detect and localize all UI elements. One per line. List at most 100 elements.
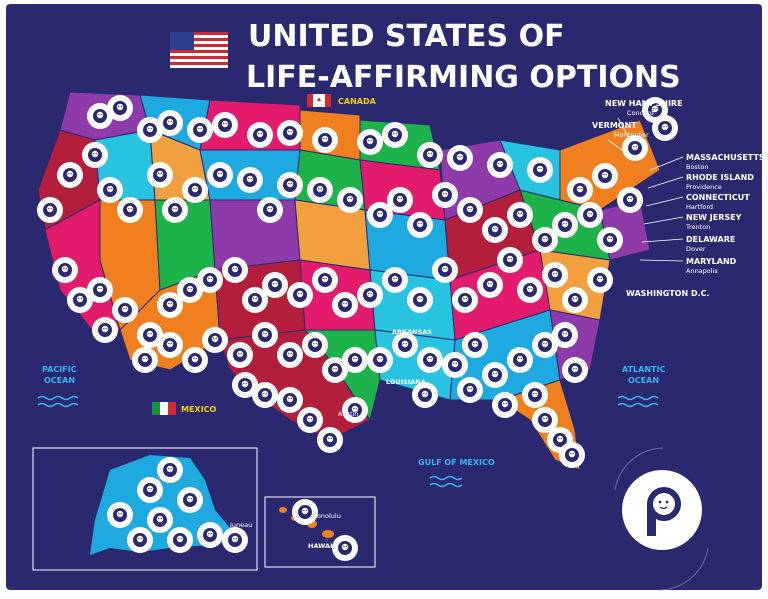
capital-label: Boston: [686, 163, 708, 171]
leader-line: [643, 216, 684, 225]
baby-face-pin-icon: [562, 287, 588, 313]
baby-face-pin-icon: [57, 162, 83, 188]
baby-face-pin-icon: [222, 257, 248, 283]
baby-face-pin-icon: [107, 502, 133, 528]
canada-label: CANADA: [338, 97, 377, 106]
baby-face-pin-icon: [567, 177, 593, 203]
baby-face-pin-icon: [312, 127, 338, 153]
baby-face-pin-icon: [247, 122, 273, 148]
baby-face-pin-icon: [332, 535, 358, 561]
mexico-flag-icon: [152, 402, 176, 415]
atlantic-ocean-label-1: ATLANTIC: [622, 365, 665, 374]
title-line-2: LIFE-AFFIRMING OPTIONS: [246, 60, 681, 95]
baby-face-pin-icon: [357, 282, 383, 308]
arkansas-label: ARKANSAS: [392, 328, 432, 336]
gulf-of-mexico-label: GULF OF MEXICO: [418, 458, 495, 467]
baby-face-pin-icon: [107, 95, 133, 121]
baby-face-pin-icon: [252, 382, 278, 408]
louisiana-label: LOUISIANA: [386, 378, 426, 386]
baby-face-pin-icon: [357, 129, 383, 155]
leader-line: [639, 259, 684, 262]
baby-face-pin-icon: [407, 212, 433, 238]
us-flag-icon: [170, 32, 228, 68]
baby-face-pin-icon: [487, 152, 513, 178]
leader-line: [641, 238, 684, 243]
baby-face-pin-icon: [482, 362, 508, 388]
baby-face-pin-icon: [97, 177, 123, 203]
mexico-label: MEXICO: [181, 405, 216, 414]
baby-face-pin-icon: [417, 142, 443, 168]
state-label: VERMONT: [592, 121, 637, 130]
baby-face-pin-icon: [522, 382, 548, 408]
baby-face-logo-icon: [622, 470, 702, 550]
state-label: NEW JERSEY: [686, 213, 742, 222]
baby-face-pin-icon: [222, 527, 248, 553]
capital-label: Trenton: [685, 223, 710, 231]
baby-face-pin-icon: [527, 157, 553, 183]
baby-face-pin-icon: [277, 387, 303, 413]
baby-face-pin-icon: [157, 332, 183, 358]
baby-face-pin-icon: [382, 122, 408, 148]
baby-face-pin-icon: [592, 163, 618, 189]
baby-face-pin-icon: [112, 297, 138, 323]
baby-face-pin-icon: [462, 332, 488, 358]
baby-face-pin-icon: [297, 407, 323, 433]
baby-face-pin-icon: [302, 332, 328, 358]
baby-face-pin-icon: [287, 282, 313, 308]
baby-face-pin-icon: [162, 197, 188, 223]
baby-face-pin-icon: [147, 162, 173, 188]
baby-face-pin-icon: [507, 347, 533, 373]
baby-face-pin-icon: [312, 267, 338, 293]
baby-face-pin-icon: [332, 292, 358, 318]
baby-face-pin-icon: [517, 277, 543, 303]
baby-face-pin-icon: [207, 162, 233, 188]
baby-face-pin-icon: [387, 187, 413, 213]
hawaii-inset-frame: [264, 496, 376, 568]
baby-face-pin-icon: [177, 487, 203, 513]
ocean-waves: [37, 395, 659, 488]
baby-face-pin-icon: [447, 145, 473, 171]
baby-face-pin-icon: [237, 167, 263, 193]
title-line-1: UNITED STATES OF: [248, 19, 565, 54]
baby-face-pin-icon: [492, 392, 518, 418]
baby-face-pin-icon: [562, 357, 588, 383]
leader-line: [649, 156, 684, 171]
baby-face-pin-icon: [197, 267, 223, 293]
state-region: [294, 199, 371, 271]
baby-face-pin-icon: [167, 527, 193, 553]
hawaii-label: HAWAII: [308, 542, 335, 550]
baby-face-pin-icon: [432, 182, 458, 208]
baby-face-pin-icon: [197, 522, 223, 548]
baby-face-pin-icon: [482, 217, 508, 243]
baby-face-pin-icon: [507, 202, 533, 228]
baby-face-pin-icon: [417, 347, 443, 373]
baby-face-pin-icon: [367, 347, 393, 373]
baby-face-pin-icon: [587, 267, 613, 293]
baby-face-pin-icon: [552, 212, 578, 238]
baby-face-pin-icon: [202, 327, 228, 353]
canada-flag-icon: [307, 94, 331, 107]
baby-face-pin-icon: [252, 322, 278, 348]
honolulu-label: Honolulu: [312, 512, 341, 520]
baby-face-pin-icon: [577, 202, 603, 228]
pacific-ocean-label-2: OCEAN: [44, 376, 75, 385]
capital-label: Montpelier: [614, 131, 649, 139]
baby-face-pin-icon: [559, 442, 585, 468]
baby-face-pin-icon: [617, 187, 643, 213]
baby-face-pin-icon: [137, 477, 163, 503]
alaska-inset-frame: [32, 447, 258, 571]
baby-face-pin-icon: [147, 507, 173, 533]
baby-face-pin-icon: [477, 272, 503, 298]
baby-face-pin-icon: [307, 177, 333, 203]
capital-label: Providence: [686, 183, 722, 191]
baby-face-pin-icon: [457, 197, 483, 223]
baby-face-pin-icon: [342, 347, 368, 373]
baby-face-pin-icon: [132, 347, 158, 373]
baby-face-pin-icon: [157, 110, 183, 136]
baby-face-pin-icon: [277, 342, 303, 368]
state-label: CONNECTICUT: [686, 193, 750, 202]
leader-line: [607, 139, 623, 151]
state-label: RHODE ISLAND: [686, 173, 754, 182]
